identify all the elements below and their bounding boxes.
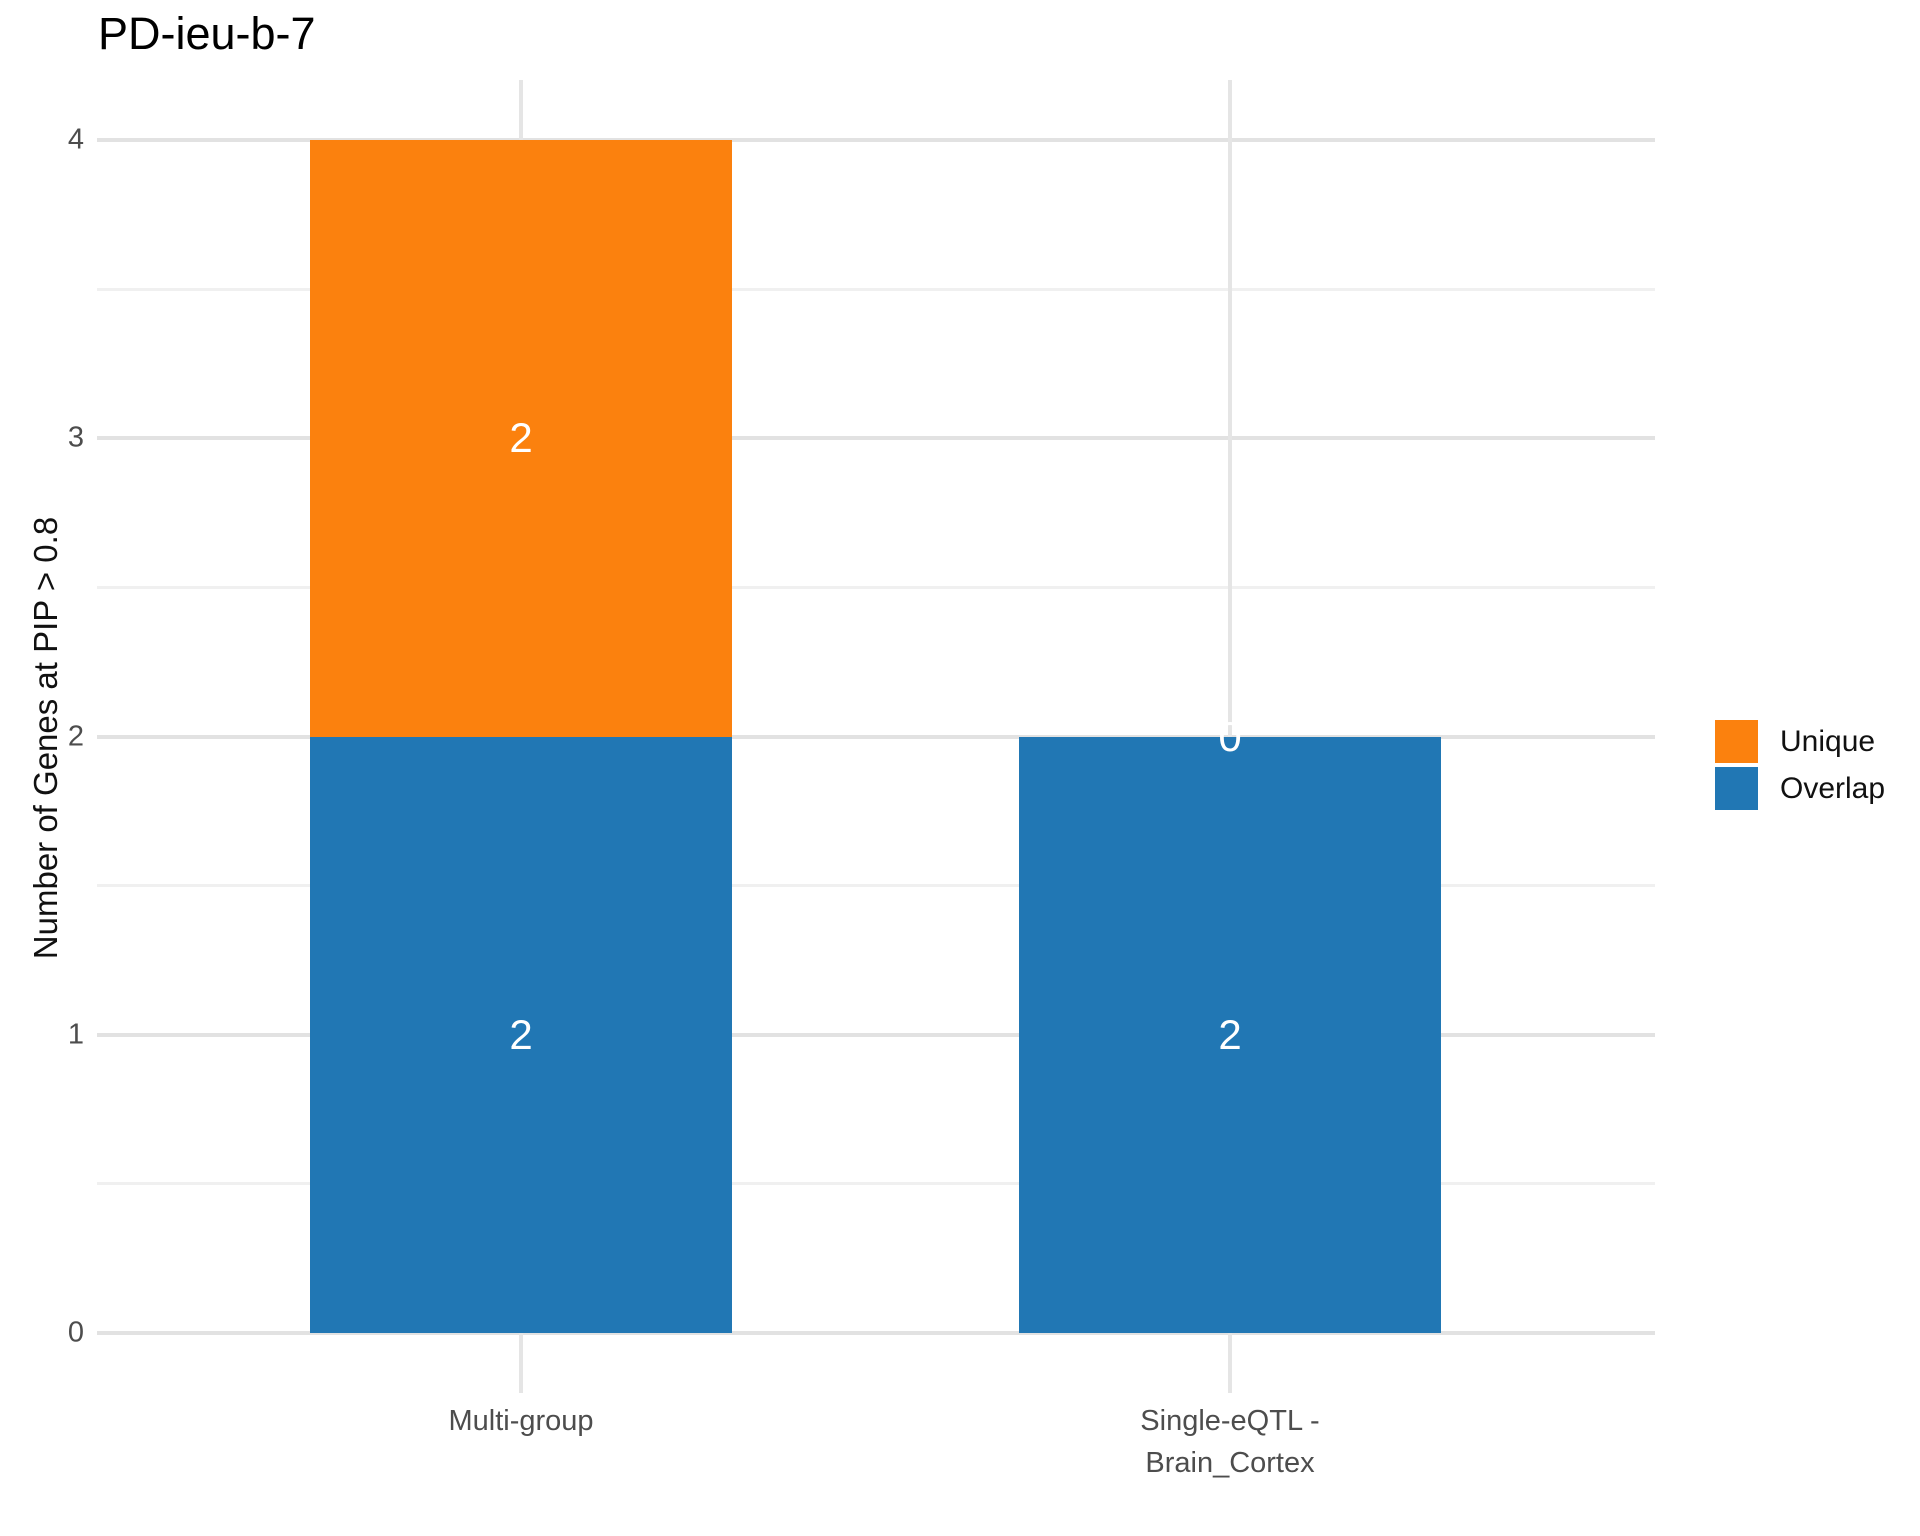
x-axis-label: Single-eQTL - Brain_Cortex xyxy=(1140,1400,1319,1484)
gridline-major xyxy=(97,436,1655,441)
gridline-major xyxy=(97,138,1655,142)
x-axis-label-line: Multi-group xyxy=(448,1405,594,1437)
legend-item-unique: Unique xyxy=(1715,720,1885,763)
gridline-major xyxy=(97,1331,1655,1335)
gridline-major xyxy=(97,1032,1655,1037)
legend-label: Overlap xyxy=(1780,771,1886,805)
x-axis-label: Multi-group xyxy=(448,1400,593,1442)
bar-value-label-overlap: 2 xyxy=(1218,1010,1242,1058)
gridline-minor xyxy=(97,884,1655,888)
y-tick-label: 4 xyxy=(67,123,84,156)
y-tick-label: 3 xyxy=(67,421,84,454)
plot-title: PD-ieu-b-7 xyxy=(98,8,316,59)
x-axis-label-line: Brain_Cortex xyxy=(1145,1447,1315,1479)
bar-value-label-unique: 2 xyxy=(509,414,533,462)
bar-segment-overlap xyxy=(310,736,732,1333)
gridline-minor xyxy=(97,1182,1655,1186)
legend-label: Unique xyxy=(1780,724,1876,758)
y-tick-label: 0 xyxy=(67,1316,84,1349)
legend-swatch-unique xyxy=(1715,720,1758,763)
gridline-major xyxy=(97,734,1655,739)
x-axis-label-line: Single-eQTL - xyxy=(1140,1405,1320,1437)
gridline-minor xyxy=(97,287,1655,291)
bar-value-label-overlap: 2 xyxy=(509,1010,533,1058)
gridline-minor xyxy=(97,585,1655,589)
bar-segment-overlap xyxy=(1019,736,1441,1333)
y-tick-label: 1 xyxy=(67,1018,84,1051)
legend-swatch-overlap xyxy=(1715,767,1758,810)
bar-segment-unique xyxy=(310,140,732,737)
legend-item-overlap: Overlap xyxy=(1715,767,1885,810)
y-tick-label: 2 xyxy=(67,720,84,752)
legend: Unique Overlap xyxy=(1715,720,1885,810)
bar-value-label-unique: 0 xyxy=(1218,712,1242,760)
